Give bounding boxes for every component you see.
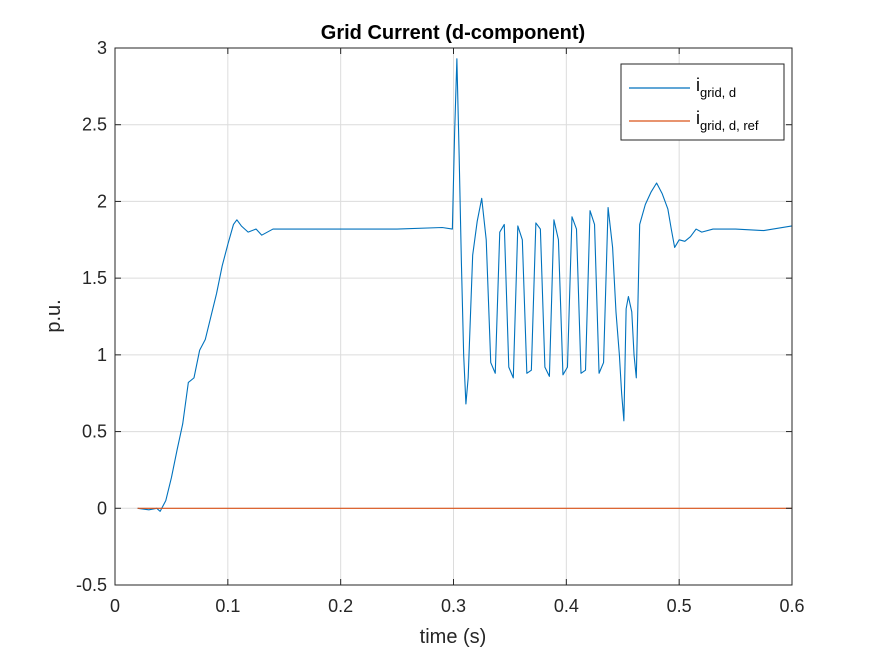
x-tick-label: 0.4 [554, 596, 579, 616]
y-tick-label: 2 [97, 191, 107, 211]
y-tick-label: 0 [97, 498, 107, 518]
x-tick-label: 0 [110, 596, 120, 616]
chart-title: Grid Current (d-component) [321, 22, 585, 44]
series-layer [137, 58, 792, 512]
legend: igrid, d igrid, d, ref [620, 63, 785, 141]
x-tick-label: 0.1 [215, 596, 240, 616]
y-tick-label: 1.5 [82, 268, 107, 288]
x-tick-label: 0.5 [667, 596, 692, 616]
legend-box [620, 63, 785, 141]
x-axis-label: time (s) [420, 626, 487, 648]
legend-entry-grid-d: igrid, d [696, 75, 736, 100]
x-tick-label: 0.2 [328, 596, 353, 616]
y-axis-label: p.u. [43, 299, 65, 332]
y-tick-label: 3 [97, 38, 107, 58]
series-line-grid-d [137, 58, 792, 512]
legend-entry-grid-d-sub: grid, d [700, 85, 736, 100]
legend-entry-grid-d-ref-main: i [696, 108, 700, 128]
legend-entry-grid-d-ref-sub: grid, d, ref [700, 118, 759, 133]
legend-entry-grid-d-ref: igrid, d, ref [696, 108, 759, 133]
y-tick-label: 1 [97, 345, 107, 365]
x-tick-label: 0.3 [441, 596, 466, 616]
x-tick-label: 0.6 [779, 596, 804, 616]
y-tick-label: 2.5 [82, 115, 107, 135]
y-tick-label: -0.5 [76, 575, 107, 595]
legend-entry-grid-d-main: i [696, 75, 700, 95]
y-tick-label: 0.5 [82, 422, 107, 442]
ticks: 0 0.1 0.2 0.3 0.4 0.5 0.6-0.500.511.522.53 [76, 38, 805, 616]
